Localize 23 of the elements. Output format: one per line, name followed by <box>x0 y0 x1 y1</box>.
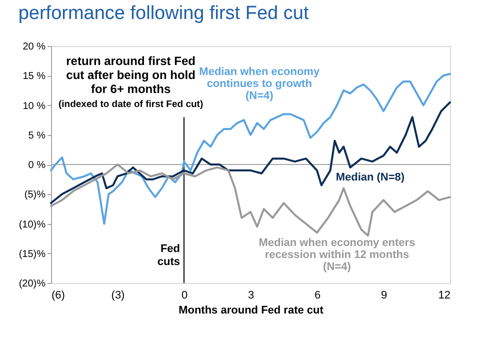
x-tick-label: 9 <box>380 290 388 302</box>
x-tick-label: 12 <box>438 290 450 302</box>
y-tick-label: (15)% <box>18 248 46 260</box>
y-tick-label: 10 % <box>22 100 46 112</box>
y-tick-label: 5 % <box>28 130 46 142</box>
annotation: return around first Fed cut after being on hold for 6+ months <box>66 54 196 96</box>
annotation: (indexed to date of first Fed cut) <box>58 99 204 110</box>
x-tick-label: (6) <box>52 290 65 302</box>
y-tick-label: (5)% <box>24 190 46 201</box>
y-tick-label: 15 % <box>22 71 46 82</box>
series-label: Median (N=8) <box>336 172 405 184</box>
ref-line-label: Fed cuts <box>157 243 180 268</box>
y-tick-label: (10)% <box>18 219 46 230</box>
x-axis-title: Months around Fed rate cut <box>178 304 324 316</box>
series-label: Median when economy enters recession within 12 months (N=4) <box>258 236 416 273</box>
y-tick-label: (20)% <box>18 278 46 290</box>
y-tick-label: 0 % <box>28 160 46 171</box>
x-tick-label: 3 <box>248 290 254 302</box>
y-tick-label: 20 % <box>22 42 46 52</box>
x-tick-label: 6 <box>314 290 321 302</box>
x-tick-label: 0 <box>181 290 188 302</box>
chart-title: performance following first Fed cut <box>18 3 310 24</box>
x-tick-label: (3) <box>111 290 125 302</box>
